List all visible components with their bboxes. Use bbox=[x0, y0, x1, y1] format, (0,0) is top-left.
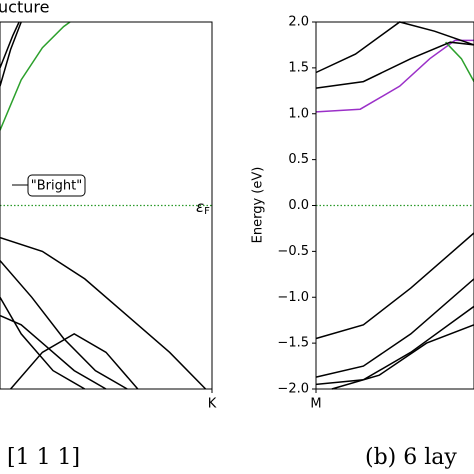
band bbox=[0, 21, 20, 69]
y-tick-label: 1.0 bbox=[288, 106, 309, 121]
y-tick-label: 2.0 bbox=[288, 15, 309, 30]
band bbox=[315, 278, 474, 378]
y-tick-label: 0.0 bbox=[288, 198, 309, 213]
fermi-subscript: F bbox=[204, 206, 210, 217]
band bbox=[315, 305, 474, 386]
band bbox=[0, 21, 22, 87]
plot-frame bbox=[0, 21, 213, 390]
band bbox=[10, 333, 139, 390]
y-tick-label: 1.5 bbox=[288, 60, 309, 75]
band bbox=[445, 41, 474, 82]
y-tick-label: 0.5 bbox=[288, 152, 309, 167]
caption: (b) 6 lay bbox=[365, 445, 457, 470]
annotation-box bbox=[27, 174, 86, 197]
band bbox=[315, 41, 474, 89]
band bbox=[0, 236, 207, 390]
caption: 3 [1 1 1] bbox=[0, 445, 80, 470]
band bbox=[0, 296, 86, 390]
y-tick-label: −1.5 bbox=[277, 336, 309, 351]
x-tick-label: M bbox=[310, 397, 321, 412]
fermi-symbol: ε bbox=[196, 198, 204, 216]
panel-title: ucture bbox=[0, 0, 49, 17]
band bbox=[315, 39, 474, 113]
fermi-label: εF bbox=[196, 198, 210, 218]
band bbox=[0, 260, 128, 390]
band bbox=[0, 314, 107, 390]
band bbox=[331, 324, 474, 390]
y-tick-label: −1.0 bbox=[277, 290, 309, 305]
y-tick-label: −2.0 bbox=[277, 382, 309, 397]
y-tick-label: −0.5 bbox=[277, 244, 309, 259]
annotation: "Bright" bbox=[31, 179, 82, 194]
band bbox=[315, 232, 474, 340]
y-axis-label: Energy (eV) bbox=[251, 167, 266, 244]
band bbox=[0, 21, 71, 131]
x-tick-label: K bbox=[208, 397, 217, 412]
